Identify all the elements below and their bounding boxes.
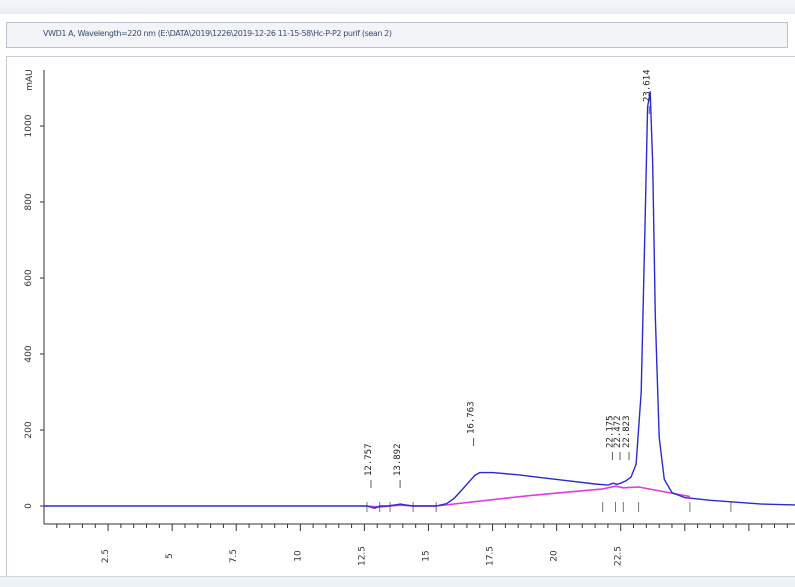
signal-title-bar: VWD1 A, Wavelength=220 nm (E:\DATA\2019\…	[6, 22, 788, 48]
signal-trace	[44, 91, 795, 509]
y-tick-label: 1000	[24, 114, 34, 137]
x-tick-label: 22.5	[614, 546, 624, 566]
window-top-strip	[0, 0, 795, 14]
axis-layer: mAU 0 200 400 600 800 1000 2.5 5 7.5 10 12.5 15 17.5 2…	[24, 69, 795, 566]
x-tick-label: 12.5	[357, 546, 367, 566]
x-tick-label: 20	[550, 550, 560, 562]
series-layer	[44, 91, 795, 509]
signal-title: VWD1 A, Wavelength=220 nm (E:\DATA\2019\…	[43, 29, 392, 38]
y-tick-label: 400	[24, 345, 34, 362]
x-tick-label: 10	[293, 550, 303, 562]
peak-rt-label: 13.892	[393, 443, 403, 476]
y-tick-label: 600	[24, 269, 34, 286]
y-tick-label: 200	[24, 421, 34, 438]
peak-rt-label: 12.757	[364, 443, 374, 476]
baseline-trace	[366, 485, 691, 508]
x-tick-label: 15	[421, 550, 431, 561]
y-tick-label: 800	[24, 193, 34, 210]
plot-frame	[6, 56, 795, 576]
peak-rt-label: 22.472	[613, 415, 623, 448]
peak-rt-label: 16.763	[467, 401, 477, 434]
peak-rt-label: 23.614	[642, 69, 652, 102]
peak-rt-label: 22.175	[605, 415, 615, 448]
baseline-layer	[366, 485, 732, 512]
y-axis-unit-label: mAU	[25, 69, 35, 91]
x-tick-label: 17.5	[486, 546, 496, 566]
x-tick-label: 7.5	[229, 549, 239, 563]
x-tick-label: 2.5	[101, 549, 111, 563]
peak-rt-label: 22.823	[622, 415, 632, 448]
y-tick-label: 0	[24, 503, 34, 509]
x-tick-label: 5	[165, 553, 175, 559]
window-bottom-strip	[0, 576, 795, 587]
